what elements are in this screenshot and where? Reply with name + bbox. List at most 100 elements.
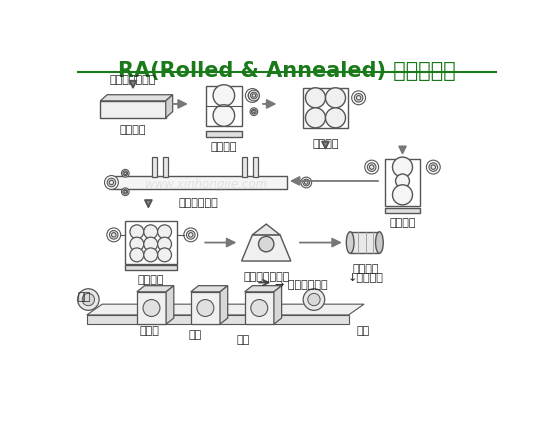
Circle shape [144, 225, 158, 239]
Text: （中軋）: （中軋） [389, 218, 416, 228]
Bar [162, 157, 168, 177]
Bar [385, 160, 420, 206]
Circle shape [426, 160, 440, 174]
Text: （熱軋）: （熱軋） [211, 142, 237, 152]
Circle shape [250, 92, 257, 99]
Polygon shape [245, 292, 274, 324]
Text: （原箔）: （原箔） [352, 264, 379, 274]
Text: （精軋）: （精軋） [137, 275, 164, 285]
Circle shape [82, 293, 95, 306]
Polygon shape [166, 286, 174, 324]
Circle shape [123, 171, 128, 175]
Text: → 表面處理工程: → 表面處理工程 [276, 280, 328, 289]
Circle shape [77, 289, 99, 310]
Circle shape [367, 163, 376, 172]
Circle shape [213, 105, 235, 126]
Polygon shape [87, 315, 348, 324]
Circle shape [111, 233, 116, 237]
Polygon shape [191, 286, 228, 292]
Bar [110, 175, 287, 190]
Polygon shape [253, 224, 280, 235]
Circle shape [130, 248, 144, 262]
Bar [385, 208, 420, 213]
Text: （鑄胚）: （鑄胚） [120, 125, 146, 135]
Circle shape [365, 160, 379, 174]
Circle shape [306, 88, 325, 108]
Circle shape [393, 157, 413, 177]
Ellipse shape [376, 232, 383, 253]
Circle shape [122, 188, 129, 196]
Circle shape [431, 165, 436, 169]
Circle shape [245, 89, 259, 102]
Circle shape [252, 94, 255, 97]
Text: 成品: 成品 [356, 326, 370, 336]
Bar [124, 265, 177, 270]
Polygon shape [87, 304, 364, 315]
Text: 前處理: 前處理 [139, 326, 159, 336]
Polygon shape [137, 292, 166, 324]
Bar [206, 131, 241, 137]
Circle shape [352, 91, 366, 105]
Circle shape [303, 289, 325, 310]
Circle shape [105, 175, 118, 190]
Circle shape [144, 248, 158, 262]
Circle shape [130, 225, 144, 239]
Circle shape [395, 174, 409, 188]
Bar [253, 157, 258, 177]
Circle shape [213, 85, 235, 106]
Circle shape [259, 237, 274, 252]
Text: ↓原箔工程: ↓原箔工程 [348, 273, 384, 283]
Circle shape [301, 177, 311, 188]
Circle shape [144, 237, 158, 251]
Circle shape [250, 108, 258, 116]
Circle shape [109, 230, 118, 239]
Text: www.xinhongjie.com: www.xinhongjie.com [145, 178, 267, 190]
Circle shape [325, 88, 346, 108]
Circle shape [308, 293, 320, 306]
Text: （面削）: （面削） [312, 138, 339, 149]
Bar [124, 221, 177, 264]
Bar [303, 88, 348, 128]
Circle shape [124, 172, 127, 175]
Polygon shape [241, 235, 291, 261]
Bar [206, 86, 241, 126]
Polygon shape [220, 286, 228, 324]
Circle shape [124, 190, 127, 193]
Text: 粗化: 粗化 [188, 330, 202, 340]
Polygon shape [137, 286, 174, 292]
Bar [100, 101, 166, 118]
Circle shape [249, 90, 259, 101]
Circle shape [354, 93, 363, 102]
Text: （溶層、鑄造）: （溶層、鑄造） [110, 75, 156, 85]
Bar [152, 157, 157, 177]
Circle shape [251, 300, 268, 316]
Circle shape [356, 95, 361, 100]
Polygon shape [245, 286, 282, 292]
Circle shape [123, 189, 128, 194]
Ellipse shape [346, 232, 354, 253]
Polygon shape [166, 95, 172, 118]
Circle shape [130, 237, 144, 251]
Circle shape [253, 111, 255, 113]
Polygon shape [100, 95, 172, 101]
Circle shape [303, 179, 310, 186]
Bar [350, 232, 380, 253]
Circle shape [325, 108, 346, 128]
Circle shape [393, 185, 413, 205]
Circle shape [250, 93, 255, 98]
Circle shape [306, 108, 325, 128]
Circle shape [158, 248, 171, 262]
Text: 防銹: 防銹 [237, 335, 250, 345]
Circle shape [305, 181, 308, 184]
Circle shape [184, 228, 198, 242]
Polygon shape [274, 286, 282, 324]
Circle shape [189, 233, 193, 237]
Circle shape [248, 91, 256, 100]
Circle shape [370, 165, 374, 169]
Circle shape [429, 163, 437, 172]
Circle shape [109, 180, 114, 185]
Circle shape [122, 169, 129, 177]
Bar [242, 157, 248, 177]
Circle shape [251, 109, 256, 114]
Circle shape [107, 178, 116, 187]
